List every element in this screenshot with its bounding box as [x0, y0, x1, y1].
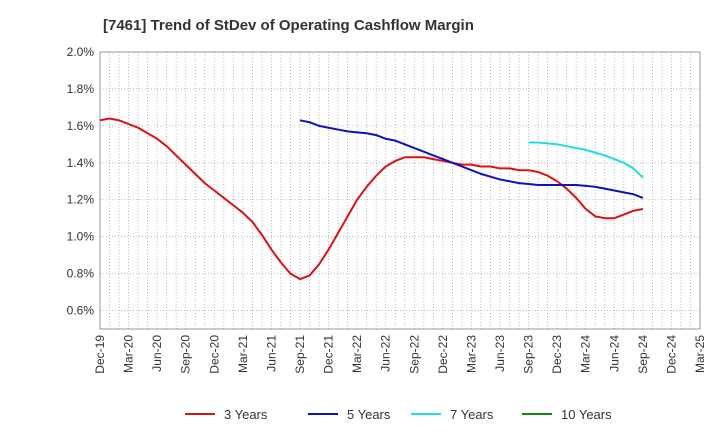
x-tick-label: Sep-21 [293, 335, 307, 374]
x-tick-label: Jun-21 [264, 335, 278, 372]
y-tick-label: 1.0% [67, 230, 95, 244]
x-tick-label: Mar-25 [693, 335, 707, 373]
y-tick-label: 2.0% [67, 45, 95, 59]
plot-frame [99, 51, 701, 330]
x-tick-label: Mar-23 [464, 335, 478, 373]
series-lines [99, 117, 644, 281]
x-tick-label: Sep-20 [179, 335, 193, 374]
legend-label-5-years: 5 Years [347, 407, 391, 422]
y-tick-label: 1.8% [67, 82, 95, 96]
legend-label-3-years: 3 Years [224, 407, 268, 422]
y-tick-label: 1.4% [67, 156, 95, 170]
y-tick-label: 0.6% [67, 304, 95, 318]
x-tick-label: Jun-20 [150, 335, 164, 372]
series-line-5-years [299, 119, 644, 199]
x-tick-label: Mar-21 [236, 335, 250, 373]
x-tick-label: Dec-20 [207, 335, 221, 374]
x-tick-label: Dec-22 [436, 335, 450, 374]
x-tick-label: Sep-22 [407, 335, 421, 374]
y-tick-label: 1.2% [67, 193, 95, 207]
series-line-3-years [99, 117, 644, 281]
x-tick-label: Mar-22 [350, 335, 364, 373]
x-tick-label: Mar-20 [122, 335, 136, 373]
y-tick-label: 1.6% [67, 119, 95, 133]
x-axis-ticks: Dec-19 Mar-20 Jun-20 Sep-20 Dec-20 Mar-21 Jun-… [93, 335, 707, 374]
x-tick-label: Sep-24 [636, 335, 650, 374]
series-line-7-years [528, 141, 644, 179]
x-tick-label: Dec-19 [93, 335, 107, 374]
x-tick-label: Jun-23 [493, 335, 507, 372]
y-axis-ticks: 0.6% 0.8% 1.0% 1.2% 1.4% 1.6% 1.8% 2.0% [67, 45, 95, 318]
grid [99, 51, 701, 329]
x-tick-label: Sep-23 [522, 335, 536, 374]
legend-label-10-years: 10 Years [561, 407, 612, 422]
x-tick-label: Dec-23 [550, 335, 564, 374]
x-tick-label: Jun-22 [379, 335, 393, 372]
chart-title: [7461] Trend of StDev of Operating Cashf… [103, 17, 474, 34]
x-tick-label: Dec-21 [322, 335, 336, 374]
x-tick-label: Jun-24 [607, 335, 621, 372]
legend: 3 Years 5 Years 7 Years 10 Years [185, 407, 612, 422]
legend-label-7-years: 7 Years [450, 407, 494, 422]
x-tick-label: Dec-24 [664, 335, 678, 374]
y-tick-label: 0.8% [67, 267, 95, 281]
x-tick-label: Mar-24 [579, 335, 593, 373]
